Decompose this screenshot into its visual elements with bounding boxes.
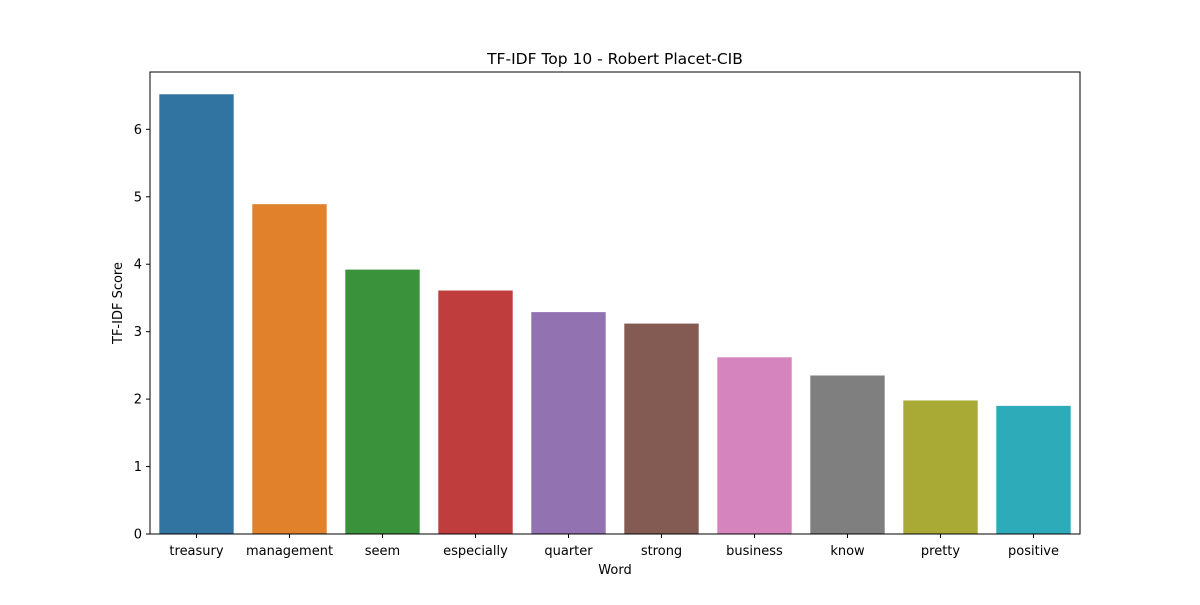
x-tick-label: strong (641, 544, 682, 559)
y-tick-label: 0 (134, 528, 142, 543)
bar-especially (438, 290, 513, 534)
x-tick-label: know (830, 544, 865, 559)
y-tick-label: 5 (134, 190, 142, 205)
chart-title: TF-IDF Top 10 - Robert Placet-CIB (486, 50, 743, 68)
x-tick-label: positive (1008, 544, 1059, 559)
bar-business (717, 357, 792, 534)
x-tick-label: treasury (169, 544, 223, 559)
x-tick-label: business (726, 544, 783, 559)
x-axis: treasury management seem especially quarter s… (169, 534, 1059, 559)
bars-group (159, 94, 1071, 535)
plot-frame (149, 71, 1081, 535)
bar-treasury (159, 94, 234, 535)
x-tick-label: seem (365, 544, 400, 559)
x-tick-label: pretty (921, 544, 961, 559)
bar-quarter (531, 312, 606, 534)
y-tick-label: 1 (134, 460, 142, 475)
y-tick-label: 3 (134, 325, 142, 340)
y-tick-label: 6 (134, 123, 142, 138)
bar-seem (345, 269, 420, 534)
bar-know (810, 375, 885, 534)
x-tick-label: management (246, 544, 333, 559)
y-tick-label: 2 (134, 393, 142, 408)
bar-pretty (903, 400, 978, 534)
bar-positive (996, 405, 1071, 534)
y-axis-title: TF-IDF Score (111, 262, 126, 345)
x-tick-label: quarter (544, 544, 593, 559)
y-axis: 0 1 2 3 4 5 6 (134, 123, 150, 543)
y-tick-label: 4 (134, 258, 142, 273)
bar-management (252, 204, 327, 535)
x-tick-label: especially (443, 544, 508, 559)
bar-strong (624, 323, 699, 534)
x-axis-title: Word (598, 563, 631, 578)
